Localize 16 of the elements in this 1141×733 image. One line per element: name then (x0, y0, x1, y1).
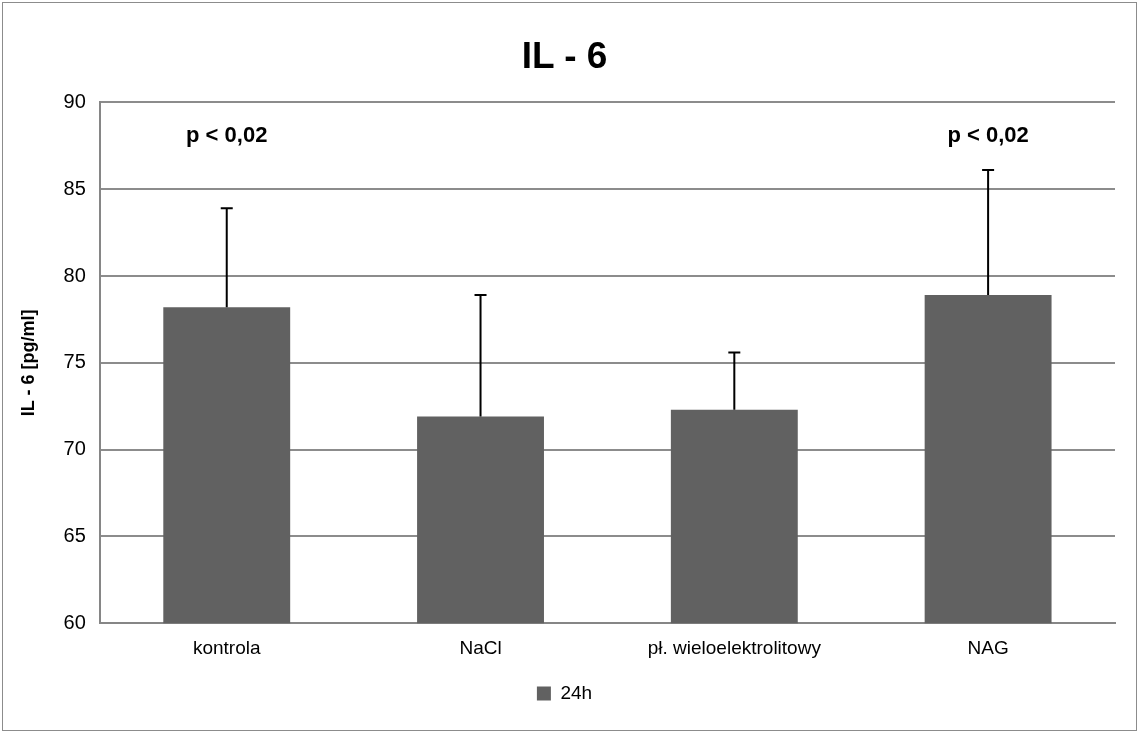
annotation: p < 0,02 (947, 122, 1029, 148)
y-tick-label: 80 (63, 263, 86, 286)
x-tick-label: kontrola (192, 636, 261, 658)
y-tick-label: 85 (63, 176, 86, 199)
y-tick-label: 70 (63, 437, 86, 460)
x-tick-label: NAG (967, 636, 1009, 658)
annotation: p < 0,02 (186, 122, 268, 148)
y-tick-label: 65 (63, 523, 86, 546)
legend-label: 24h (560, 681, 593, 703)
y-tick-label: 75 (63, 350, 86, 373)
y-tick-label: 60 (63, 610, 86, 633)
chart-title: IL - 6 (521, 35, 608, 77)
x-tick-label: NaCl (459, 636, 502, 658)
y-axis-title: IL - 6 [pg/ml] (17, 309, 38, 417)
x-tick-label: pł. wieloelektrolitowy (647, 636, 822, 658)
y-tick-label: 90 (63, 89, 86, 112)
